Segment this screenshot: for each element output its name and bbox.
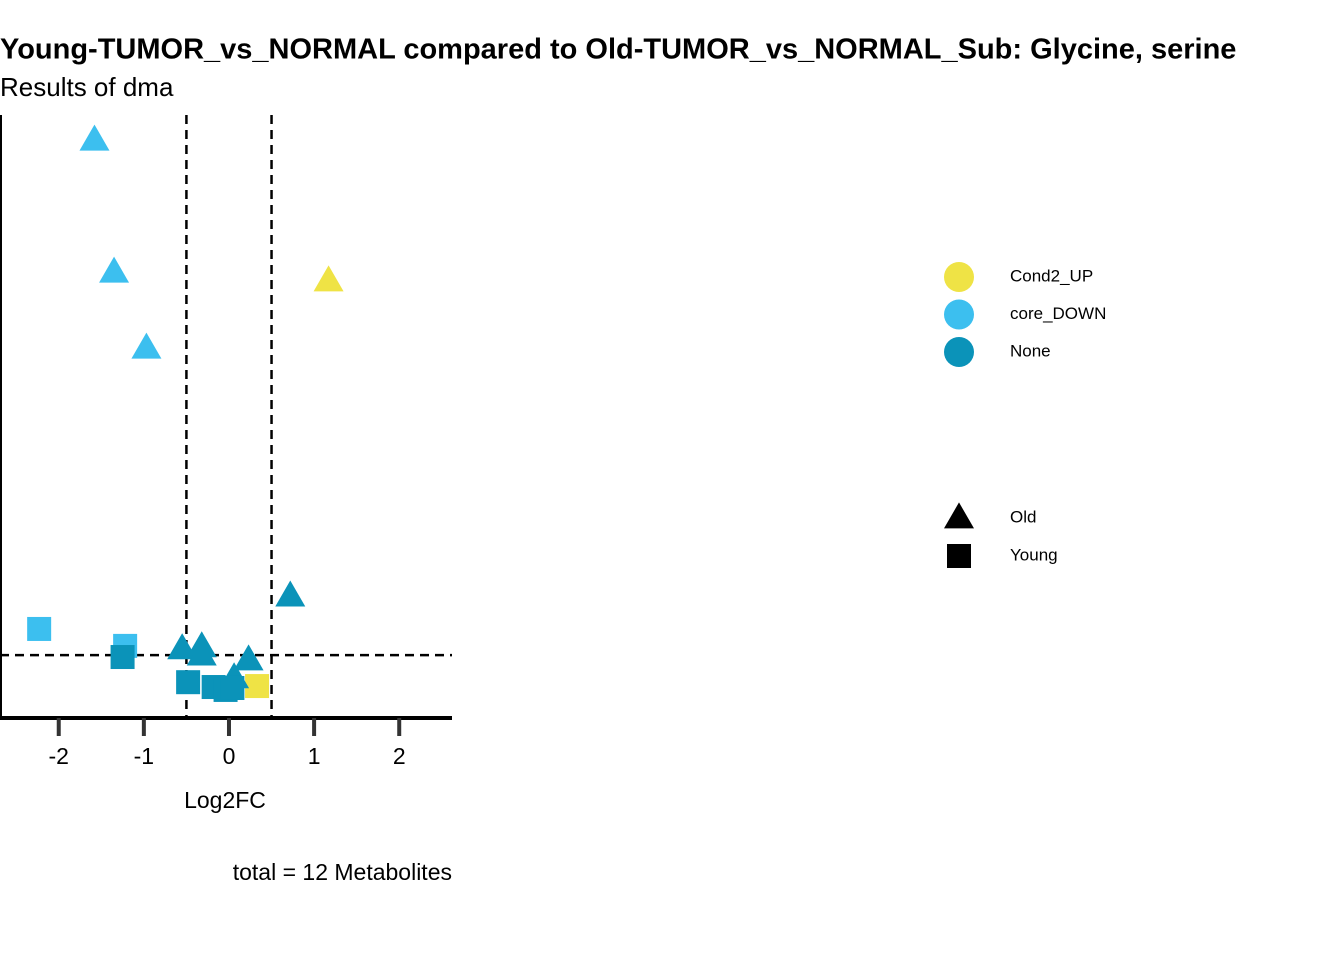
- x-tick-label: 0: [223, 743, 236, 769]
- chart-title: Young-TUMOR_vs_NORMAL compared to Old-TU…: [0, 34, 1236, 66]
- point: [233, 644, 264, 671]
- legend-label: Young: [1010, 545, 1058, 564]
- x-tick-label: -1: [134, 743, 154, 769]
- legend-label: None: [1010, 341, 1051, 360]
- legend-swatch: [944, 299, 974, 330]
- x-tick-label: -2: [49, 743, 69, 769]
- point: [176, 670, 201, 695]
- legend-swatch: [944, 337, 974, 367]
- x-axis-label: Log2FC: [184, 787, 266, 813]
- point: [245, 674, 270, 699]
- point: [99, 256, 130, 283]
- x-tick-label: 1: [308, 743, 321, 769]
- legend-swatch: [947, 544, 971, 568]
- point: [220, 675, 245, 700]
- point: [275, 580, 306, 607]
- caption: total = 12 Metabolites: [233, 859, 452, 885]
- legend-swatch: [944, 502, 974, 529]
- point: [27, 616, 52, 641]
- point: [110, 645, 135, 670]
- legend-label: Cond2_UP: [1010, 266, 1093, 285]
- point: [313, 265, 344, 292]
- legend-label: Old: [1010, 507, 1036, 526]
- point: [186, 639, 217, 666]
- x-tick-label: 2: [393, 743, 406, 769]
- legend-label: core_DOWN: [1010, 304, 1106, 323]
- point: [79, 124, 110, 151]
- legend-swatch: [944, 262, 974, 292]
- chart-subtitle: Results of dma: [0, 72, 174, 102]
- point: [131, 332, 162, 359]
